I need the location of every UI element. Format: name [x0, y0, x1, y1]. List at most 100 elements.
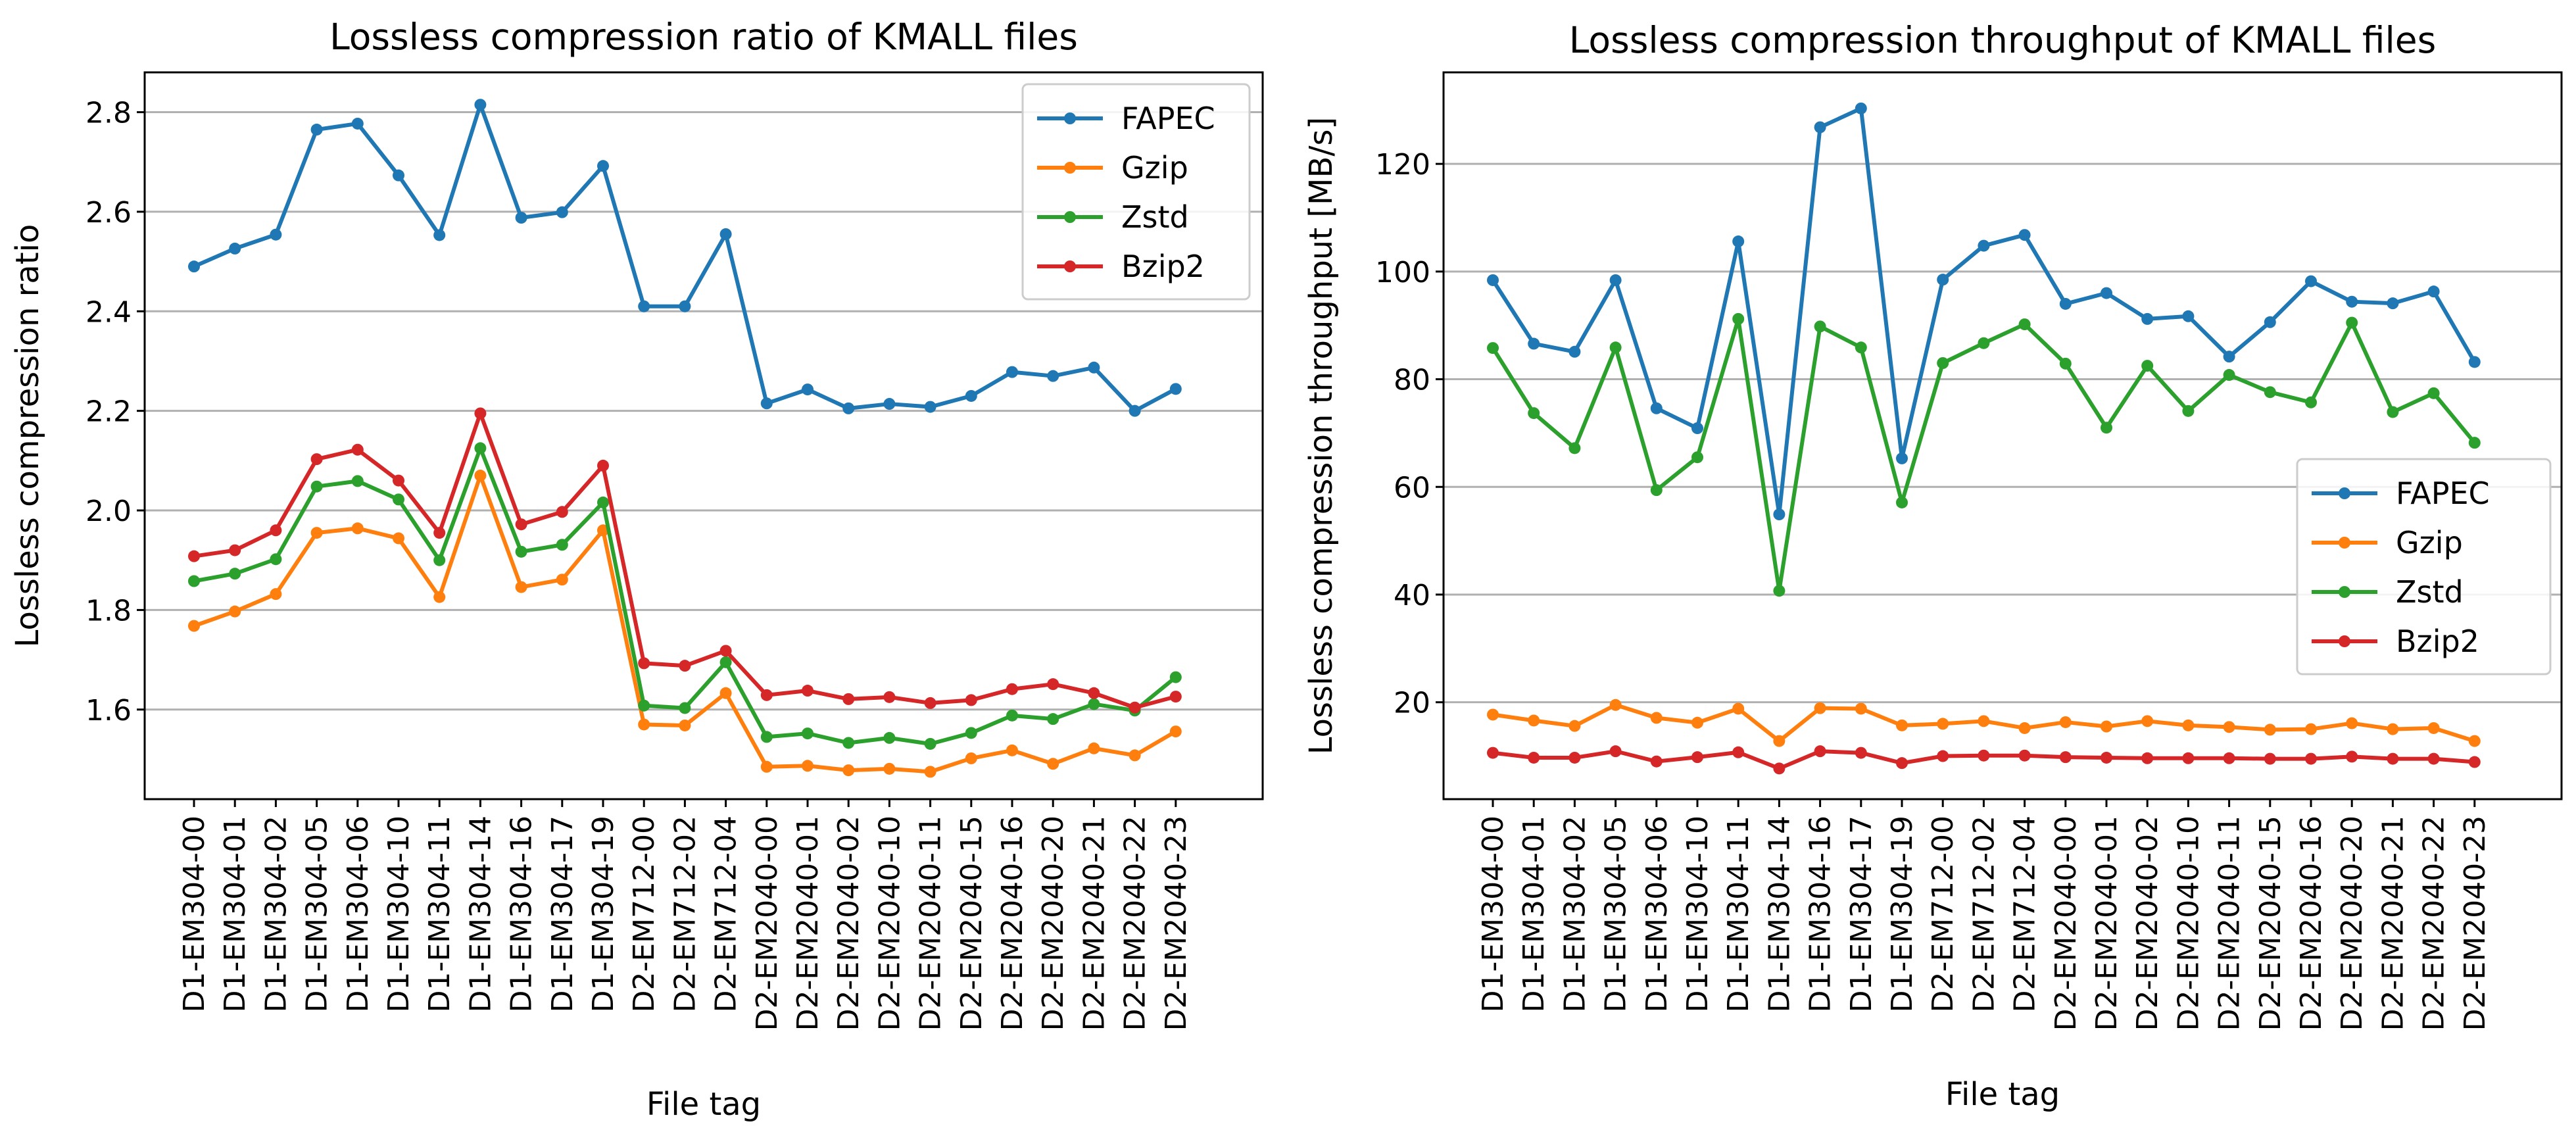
data-point-fapec [393, 169, 404, 182]
data-point-fapec [679, 300, 691, 312]
x-tick-label: D2-EM2040-00 [2049, 816, 2083, 1031]
x-tick-label: D2-EM2040-11 [2213, 816, 2247, 1031]
y-tick-label: 2.8 [85, 97, 132, 130]
data-point-gzip [1609, 699, 1622, 711]
legend-label-fapec: FAPEC [1121, 101, 1215, 136]
data-point-zstd [1896, 496, 1908, 508]
data-point-zstd [1814, 320, 1826, 333]
x-tick-label: D2-EM2040-20 [1036, 816, 1070, 1031]
data-point-bzip2 [310, 453, 323, 466]
data-point-bzip2 [1568, 751, 1581, 764]
legend-label-bzip2: Bzip2 [1121, 249, 1205, 284]
data-point-fapec [474, 99, 487, 111]
data-point-zstd [2305, 396, 2317, 408]
x-tick-label: D1-EM304-10 [382, 816, 416, 1012]
x-tick-label: D2-EM2040-00 [750, 816, 784, 1031]
data-point-zstd [2182, 405, 2195, 417]
x-tick-label: D2-EM2040-10 [873, 816, 906, 1031]
data-point-bzip2 [2223, 752, 2235, 764]
data-point-zstd [351, 475, 364, 487]
data-point-zstd [270, 553, 282, 566]
data-point-fapec [2059, 297, 2072, 310]
data-point-zstd [433, 554, 446, 566]
x-tick-label: D2-EM712-04 [710, 816, 743, 1012]
data-point-zstd [393, 493, 404, 506]
data-point-fapec [1814, 121, 1826, 134]
x-tick-label: D1-EM304-10 [1681, 816, 1714, 1012]
y-tick-label: 2.4 [85, 295, 132, 329]
data-point-fapec [515, 212, 527, 224]
data-point-gzip [1088, 742, 1100, 754]
data-point-bzip2 [1088, 687, 1100, 699]
data-point-bzip2 [2141, 752, 2154, 764]
legend-label-gzip: Gzip [2396, 525, 2463, 560]
data-point-fapec [1650, 402, 1663, 414]
y-tick-label: 2.0 [85, 495, 132, 528]
data-point-fapec [1773, 508, 1786, 521]
x-tick-label: D1-EM304-01 [1517, 816, 1551, 1012]
data-point-gzip [2141, 715, 2154, 727]
y-tick-label: 40 [1394, 579, 1430, 612]
data-point-bzip2 [638, 657, 650, 670]
data-point-fapec [1169, 383, 1182, 395]
data-point-zstd [1528, 407, 1540, 420]
data-point-gzip [1487, 708, 1499, 721]
data-point-zstd [474, 442, 487, 454]
legend-marker-gzip [2339, 537, 2350, 549]
x-tick-label: D2-EM2040-02 [2131, 816, 2164, 1031]
data-point-gzip [1169, 725, 1182, 738]
data-point-fapec [2101, 287, 2112, 299]
data-point-bzip2 [556, 506, 568, 518]
data-point-zstd [1487, 342, 1499, 355]
data-point-gzip [229, 605, 241, 618]
data-point-fapec [597, 160, 609, 172]
data-point-bzip2 [2427, 752, 2440, 765]
data-point-bzip2 [270, 524, 282, 537]
data-point-gzip [2264, 724, 2276, 736]
x-tick-label: D2-EM2040-01 [2090, 816, 2124, 1031]
data-point-fapec [2223, 351, 2235, 363]
data-point-bzip2 [1129, 701, 1141, 714]
chart-title: Lossless compression ratio of KMALL file… [329, 16, 1078, 58]
data-point-zstd [883, 731, 896, 744]
data-point-gzip [2427, 722, 2440, 734]
data-point-bzip2 [474, 407, 487, 420]
data-point-bzip2 [2387, 752, 2399, 765]
x-tick-label: D1-EM304-00 [178, 816, 211, 1012]
data-point-zstd [965, 727, 977, 739]
data-point-bzip2 [229, 544, 241, 556]
legend-marker-zstd [1064, 211, 1076, 223]
x-tick-label: D2-EM2040-02 [832, 816, 865, 1031]
x-tick-label: D1-EM304-02 [1558, 816, 1592, 1012]
data-point-fapec [1129, 405, 1141, 417]
x-tick-label: D1-EM304-17 [546, 816, 579, 1012]
data-point-gzip [597, 524, 609, 537]
chart-title: Lossless compression throughput of KMALL… [1569, 19, 2437, 61]
data-point-gzip [474, 470, 487, 482]
x-tick-label: D2-EM2040-23 [2458, 816, 2492, 1031]
data-point-bzip2 [2059, 751, 2072, 764]
data-point-fapec [1088, 361, 1100, 374]
data-point-fapec [760, 397, 773, 410]
data-point-zstd [1609, 341, 1622, 354]
data-point-gzip [883, 762, 896, 775]
data-point-zstd [1691, 451, 1703, 464]
data-point-zstd [2223, 369, 2235, 381]
data-point-bzip2 [2468, 756, 2481, 768]
data-point-bzip2 [2305, 752, 2317, 765]
data-point-gzip [1568, 720, 1581, 732]
legend-box [2296, 458, 2552, 676]
data-point-gzip [2223, 721, 2235, 733]
data-point-gzip [2101, 720, 2112, 733]
x-tick-label: D1-EM304-00 [1476, 816, 1510, 1012]
x-tick-label: D2-EM2040-22 [2418, 816, 2451, 1031]
x-tick-label: D2-EM712-02 [668, 816, 702, 1012]
data-point-zstd [2346, 316, 2358, 329]
x-tick-label: D2-EM712-00 [1926, 816, 1960, 1012]
legend-label-zstd: Zstd [2396, 574, 2464, 610]
data-point-gzip [1937, 718, 1949, 730]
legend-marker-bzip2 [1064, 260, 1076, 272]
data-point-zstd [1568, 442, 1581, 454]
data-point-gzip [1773, 735, 1786, 747]
x-tick-label: D1-EM304-06 [341, 816, 375, 1012]
